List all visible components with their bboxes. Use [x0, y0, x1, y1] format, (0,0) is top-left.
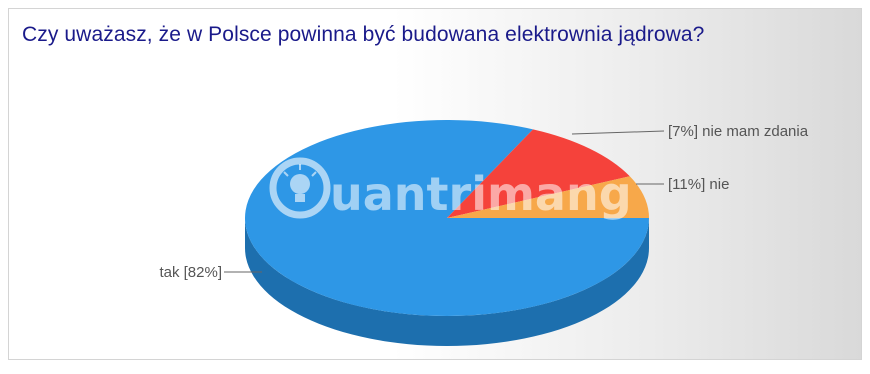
- pie-side-tak: [245, 218, 649, 346]
- watermark-text: uantrimang: [330, 167, 632, 221]
- slice-labels: tak [82%] [11%] nie [7%] nie mam zdania: [159, 123, 808, 281]
- chart-title: Czy uważasz, że w Polsce powinna być bud…: [22, 23, 705, 46]
- pie-sides: [245, 218, 649, 346]
- pie-slice-nie: [447, 129, 630, 218]
- slice-label-tak: tak [82%]: [159, 264, 222, 281]
- slice-label-nie: [11%] nie: [668, 176, 729, 193]
- leader-lines: [224, 130, 665, 273]
- pie-tops: [245, 120, 649, 317]
- slice-label-nie-mam-zdania: [7%] nie mam zdania: [668, 123, 809, 140]
- pie-slice-nie-mam-zdania: [447, 176, 649, 218]
- lightbulb-icon: [269, 157, 331, 219]
- leader-line-nie-mam-zdania: [571, 130, 665, 135]
- watermark: uantrimang: [269, 157, 632, 221]
- pie-slice-tak: [245, 120, 649, 317]
